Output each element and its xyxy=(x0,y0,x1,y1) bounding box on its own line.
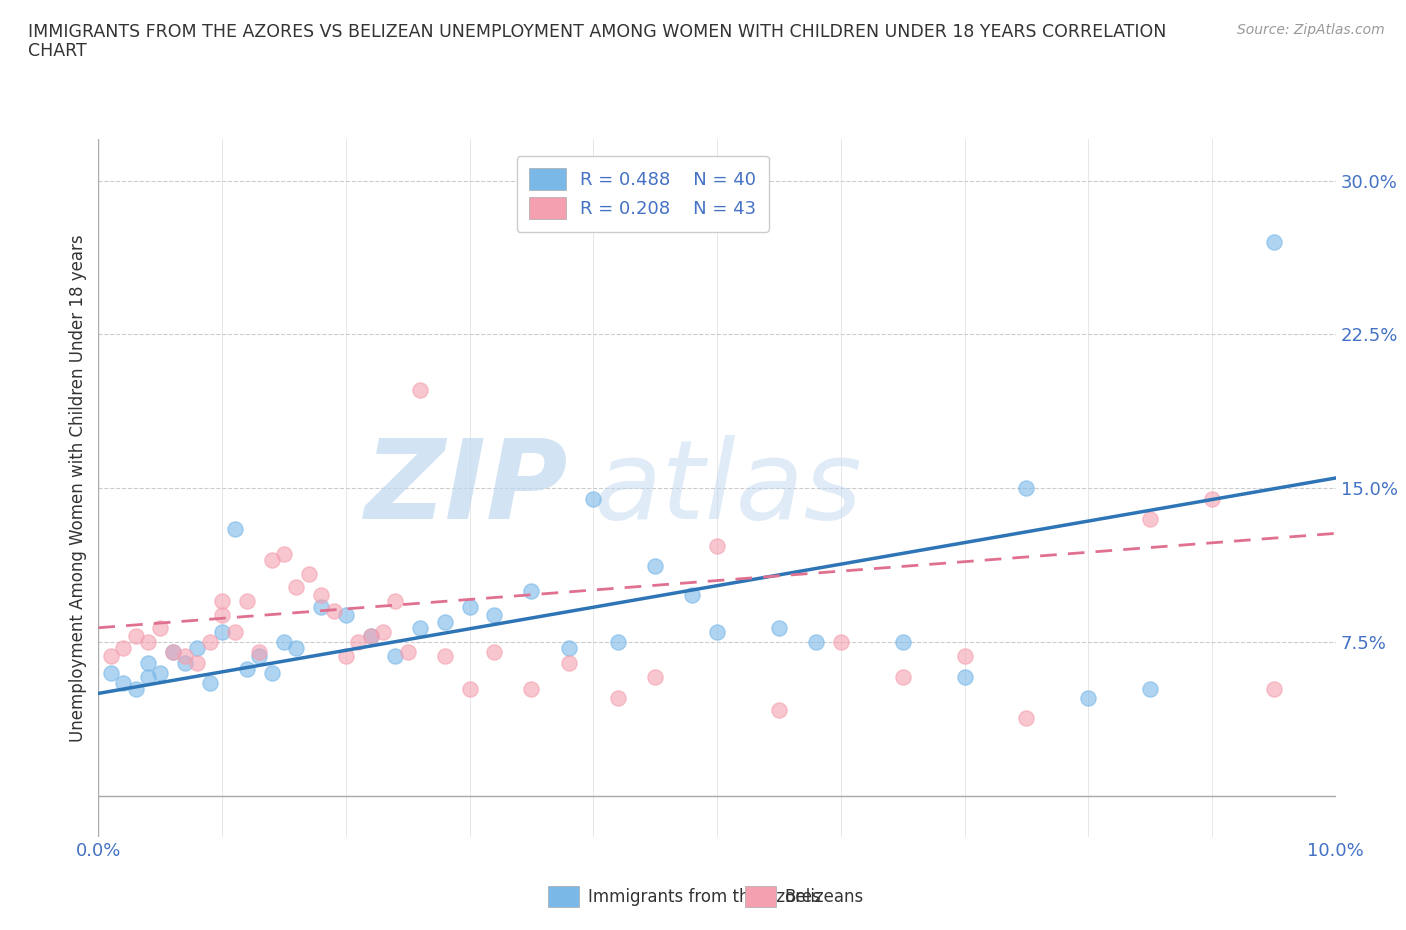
Point xyxy=(681,588,703,603)
Point xyxy=(236,593,259,608)
Point xyxy=(198,634,221,649)
Text: Source: ZipAtlas.com: Source: ZipAtlas.com xyxy=(1237,23,1385,37)
Point xyxy=(124,682,146,697)
Legend: R = 0.488    N = 40, R = 0.208    N = 43: R = 0.488 N = 40, R = 0.208 N = 43 xyxy=(517,155,769,232)
Point xyxy=(607,690,630,705)
Point xyxy=(124,629,146,644)
Point xyxy=(309,600,332,615)
Point xyxy=(236,661,259,676)
Point xyxy=(136,656,159,671)
Point xyxy=(1139,512,1161,526)
Point xyxy=(1201,491,1223,506)
Point xyxy=(247,644,270,659)
Point xyxy=(174,649,197,664)
Point xyxy=(224,624,246,639)
Text: Belizeans: Belizeans xyxy=(785,887,863,906)
Point xyxy=(211,593,233,608)
Point xyxy=(149,620,172,635)
Point xyxy=(260,666,283,681)
Point xyxy=(224,522,246,537)
Point xyxy=(409,382,432,397)
Point xyxy=(360,629,382,644)
Point xyxy=(162,644,184,659)
Y-axis label: Unemployment Among Women with Children Under 18 years: Unemployment Among Women with Children U… xyxy=(69,234,87,742)
Point xyxy=(520,682,543,697)
Point xyxy=(136,670,159,684)
Point xyxy=(891,634,914,649)
Point xyxy=(1077,690,1099,705)
Point xyxy=(186,641,208,656)
Point xyxy=(484,644,506,659)
Point xyxy=(384,593,406,608)
Point xyxy=(830,634,852,649)
Text: Immigrants from the Azores: Immigrants from the Azores xyxy=(588,887,821,906)
Point xyxy=(211,624,233,639)
Text: IMMIGRANTS FROM THE AZORES VS BELIZEAN UNEMPLOYMENT AMONG WOMEN WITH CHILDREN UN: IMMIGRANTS FROM THE AZORES VS BELIZEAN U… xyxy=(28,23,1167,41)
Point xyxy=(1263,682,1285,697)
Point xyxy=(322,604,344,618)
Point xyxy=(260,552,283,567)
Point xyxy=(335,608,357,623)
Point xyxy=(174,656,197,671)
Point xyxy=(804,634,827,649)
Text: atlas: atlas xyxy=(593,434,862,542)
Point xyxy=(1139,682,1161,697)
Point xyxy=(953,649,976,664)
Point xyxy=(953,670,976,684)
Point xyxy=(768,702,790,717)
Point xyxy=(285,579,308,594)
Point xyxy=(273,634,295,649)
Point xyxy=(557,641,579,656)
Point xyxy=(557,656,579,671)
Point xyxy=(1015,711,1038,725)
Point xyxy=(607,634,630,649)
Point xyxy=(112,641,135,656)
Point xyxy=(298,567,321,582)
Point xyxy=(644,559,666,574)
Point xyxy=(458,600,481,615)
Point xyxy=(371,624,394,639)
Point xyxy=(273,547,295,562)
Point xyxy=(644,670,666,684)
Point xyxy=(285,641,308,656)
Point xyxy=(1263,234,1285,249)
Point xyxy=(458,682,481,697)
Point xyxy=(136,634,159,649)
Point xyxy=(347,634,370,649)
Point xyxy=(211,608,233,623)
Point xyxy=(520,583,543,598)
Point xyxy=(162,644,184,659)
Point xyxy=(433,614,456,629)
Point xyxy=(484,608,506,623)
Point xyxy=(1015,481,1038,496)
Point xyxy=(396,644,419,659)
Point xyxy=(100,666,122,681)
Point xyxy=(384,649,406,664)
Point xyxy=(582,491,605,506)
Point xyxy=(768,620,790,635)
Point xyxy=(409,620,432,635)
Point xyxy=(706,538,728,553)
Text: CHART: CHART xyxy=(28,42,87,60)
Point xyxy=(360,629,382,644)
Point xyxy=(149,666,172,681)
Point xyxy=(706,624,728,639)
Point xyxy=(100,649,122,664)
Point xyxy=(186,656,208,671)
Point xyxy=(891,670,914,684)
Point xyxy=(309,588,332,603)
Point xyxy=(335,649,357,664)
Point xyxy=(112,676,135,691)
Text: ZIP: ZIP xyxy=(366,434,568,542)
Point xyxy=(433,649,456,664)
Point xyxy=(198,676,221,691)
Point xyxy=(247,649,270,664)
